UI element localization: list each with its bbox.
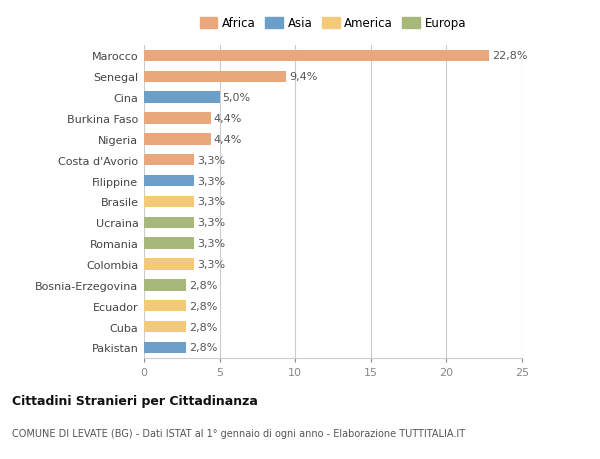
Bar — [144, 238, 194, 249]
Bar — [144, 280, 187, 291]
Bar — [144, 321, 187, 332]
Text: COMUNE DI LEVATE (BG) - Dati ISTAT al 1° gennaio di ogni anno - Elaborazione TUT: COMUNE DI LEVATE (BG) - Dati ISTAT al 1°… — [12, 428, 465, 438]
Text: 3,3%: 3,3% — [197, 218, 225, 228]
Bar — [144, 342, 187, 353]
Bar — [144, 259, 194, 270]
Bar — [144, 50, 489, 62]
Text: 2,8%: 2,8% — [190, 342, 218, 353]
Text: 5,0%: 5,0% — [223, 93, 251, 103]
Bar — [144, 92, 220, 104]
Bar — [144, 72, 286, 83]
Text: 2,8%: 2,8% — [190, 322, 218, 332]
Text: 4,4%: 4,4% — [214, 114, 242, 124]
Text: Cittadini Stranieri per Cittadinanza: Cittadini Stranieri per Cittadinanza — [12, 394, 258, 407]
Text: 3,3%: 3,3% — [197, 259, 225, 269]
Legend: Africa, Asia, America, Europa: Africa, Asia, America, Europa — [196, 14, 470, 34]
Bar — [144, 175, 194, 187]
Text: 3,3%: 3,3% — [197, 239, 225, 249]
Bar — [144, 134, 211, 145]
Text: 2,8%: 2,8% — [190, 280, 218, 290]
Bar — [144, 155, 194, 166]
Bar — [144, 113, 211, 124]
Text: 3,3%: 3,3% — [197, 155, 225, 165]
Text: 3,3%: 3,3% — [197, 176, 225, 186]
Bar — [144, 300, 187, 312]
Bar — [144, 196, 194, 207]
Text: 3,3%: 3,3% — [197, 197, 225, 207]
Text: 4,4%: 4,4% — [214, 134, 242, 145]
Bar — [144, 217, 194, 229]
Text: 9,4%: 9,4% — [289, 72, 317, 82]
Text: 2,8%: 2,8% — [190, 301, 218, 311]
Text: 22,8%: 22,8% — [492, 51, 527, 62]
